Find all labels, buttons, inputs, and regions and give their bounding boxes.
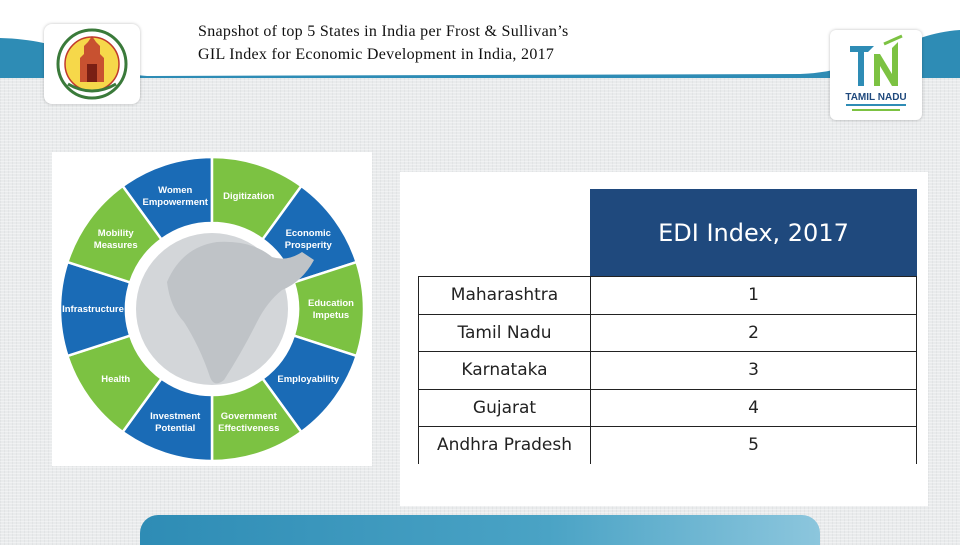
edi-table-header: EDI Index, 2017 bbox=[590, 189, 917, 276]
table-row: Tamil Nadu 2 bbox=[418, 313, 917, 352]
rank-cell: 2 bbox=[590, 313, 917, 352]
wheel-segment-label: Employability bbox=[277, 374, 339, 385]
header-white-curve bbox=[0, 0, 960, 78]
table-row: Gujarat 4 bbox=[418, 388, 917, 427]
india-map-icon bbox=[167, 241, 314, 384]
wheel-segment-label: Health bbox=[101, 374, 130, 385]
wheel-segment bbox=[65, 184, 164, 284]
brand-logo-text: TAMIL NADU bbox=[845, 92, 906, 103]
rank-cell: 3 bbox=[590, 351, 917, 390]
title-line-1: Snapshot of top 5 States in India per Fr… bbox=[198, 23, 569, 40]
wheel-segment-label: Women Empowerment bbox=[142, 185, 208, 208]
state-name-cell: Gujarat bbox=[418, 388, 591, 427]
wheel-segment-label: Education Impetus bbox=[308, 298, 354, 321]
tamil-nadu-seal-logo bbox=[44, 24, 140, 104]
rank-cell: 4 bbox=[590, 388, 917, 427]
state-name-cell: Tamil Nadu bbox=[418, 313, 591, 352]
footer-band bbox=[140, 515, 820, 545]
slide-title: Snapshot of top 5 States in India per Fr… bbox=[198, 20, 758, 66]
wheel-segment-label: Mobility Measures bbox=[94, 228, 138, 251]
wheel-segment-label: Digitization bbox=[223, 191, 274, 202]
rank-cell: 5 bbox=[590, 426, 917, 464]
state-name-cell: Maharashtra bbox=[418, 276, 591, 315]
state-name-cell: Andhra Pradesh bbox=[418, 426, 591, 464]
tamil-nadu-brand-logo: TAMIL NADU bbox=[830, 30, 922, 120]
wheel-segment-label: Government Effectiveness bbox=[218, 411, 279, 434]
table-row: Karnataka 3 bbox=[418, 351, 917, 390]
table-row: Maharashtra 1 bbox=[418, 276, 917, 315]
rank-cell: 1 bbox=[590, 276, 917, 315]
title-line-2: GIL Index for Economic Development in In… bbox=[198, 46, 555, 63]
state-name-cell: Karnataka bbox=[418, 351, 591, 390]
wheel-segment-label: Investment Potential bbox=[150, 411, 201, 434]
wheel-segment-label: Infrastructure bbox=[62, 304, 124, 315]
development-wheel: Women Empowerment Digitization Economic Pros… bbox=[52, 152, 372, 466]
wheel-graphic: Women Empowerment Digitization Economic Pros… bbox=[58, 155, 366, 463]
wheel-segment-label: Economic Prosperity bbox=[285, 228, 333, 251]
edi-table: Maharashtra 1 Tamil Nadu 2 Karnataka 3 Gujarat… bbox=[418, 276, 917, 464]
table-row: Andhra Pradesh 5 bbox=[418, 426, 917, 464]
